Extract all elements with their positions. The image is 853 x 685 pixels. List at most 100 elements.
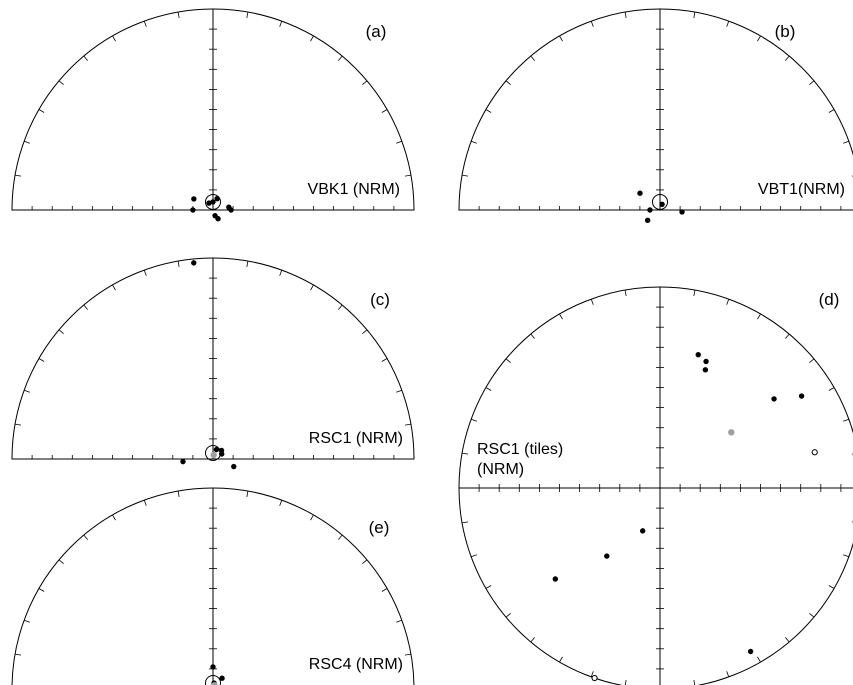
perimeter-tick	[461, 452, 469, 455]
perimeter-tick	[38, 588, 45, 592]
perimeter-tick	[310, 284, 314, 291]
data-point	[647, 207, 653, 213]
perimeter-tick	[396, 619, 403, 623]
perimeter-tick	[396, 140, 403, 144]
perimeter-tick	[23, 140, 30, 144]
perimeter-tick	[338, 55, 343, 61]
panel-d-label-line1: RSC1 (tiles)	[477, 441, 563, 458]
data-point	[702, 367, 709, 373]
net-frame	[11, 487, 415, 685]
panel-e-points	[205, 664, 225, 685]
data-point	[210, 664, 216, 670]
data-point	[190, 207, 196, 213]
perimeter-tick	[809, 358, 815, 363]
perimeter-tick	[404, 174, 412, 177]
panel-e-net-axes	[11, 487, 415, 685]
perimeter-tick	[14, 653, 22, 656]
confidence-circle	[652, 193, 668, 210]
perimeter-tick	[177, 490, 180, 498]
data-point	[703, 358, 709, 365]
perimeter-tick	[843, 140, 850, 144]
panel-b-letter: (b)	[775, 22, 796, 41]
perimeter-tick	[23, 619, 30, 623]
data-point	[231, 463, 237, 470]
perimeter-tick	[559, 656, 563, 663]
panel-a-points	[190, 193, 234, 266]
perimeter-tick	[83, 304, 88, 310]
perimeter-tick	[112, 35, 116, 42]
data-point	[219, 451, 225, 457]
perimeter-tick	[726, 671, 730, 678]
perimeter-tick	[470, 554, 477, 558]
data-point	[639, 528, 646, 534]
perimeter-tick	[809, 613, 815, 618]
perimeter-tick	[461, 521, 469, 524]
perimeter-tick	[177, 260, 180, 268]
perimeter-tick	[785, 333, 790, 339]
net-frame	[458, 286, 853, 685]
net-outline	[11, 257, 415, 460]
data-point	[695, 351, 701, 358]
perimeter-tick	[112, 284, 116, 291]
perimeter-tick	[23, 389, 30, 393]
data-point	[604, 553, 610, 559]
data-point	[191, 260, 197, 266]
perimeter-tick	[279, 20, 283, 27]
perimeter-tick	[485, 387, 492, 391]
perimeter-tick	[726, 298, 730, 305]
mean-direction	[211, 682, 218, 685]
perimeter-tick	[58, 80, 64, 85]
perimeter-tick	[693, 679, 696, 685]
perimeter-tick	[559, 35, 563, 42]
perimeter-tick	[485, 109, 492, 113]
data-point	[213, 446, 220, 453]
perimeter-tick	[310, 35, 314, 42]
data-point	[798, 393, 805, 399]
perimeter-tick	[785, 637, 790, 643]
panel-c-net-axes	[11, 257, 415, 460]
net-outline	[458, 286, 853, 685]
panel-c-points	[180, 444, 237, 470]
perimeter-tick	[112, 514, 116, 521]
perimeter-tick	[143, 499, 147, 506]
perimeter-tick	[381, 109, 388, 113]
perimeter-tick	[58, 329, 64, 334]
confidence-circle	[205, 193, 221, 210]
perimeter-tick	[396, 389, 403, 393]
data-point	[659, 201, 665, 208]
perimeter-tick	[461, 174, 469, 177]
perimeter-tick	[530, 55, 535, 61]
panel-c-letter: (c)	[370, 290, 390, 309]
perimeter-tick	[381, 358, 388, 362]
perimeter-tick	[177, 11, 180, 19]
perimeter-tick	[590, 20, 594, 27]
perimeter-tick	[757, 656, 761, 663]
data-point	[214, 195, 220, 202]
perimeter-tick	[726, 20, 730, 27]
perimeter-tick	[279, 499, 283, 506]
panel-c-stereonet: (c) RSC1 (NRM)	[11, 257, 415, 470]
net-frame	[11, 257, 415, 460]
perimeter-tick	[505, 358, 511, 363]
perimeter-tick	[58, 559, 64, 564]
data-point	[644, 217, 651, 224]
perimeter-tick	[693, 289, 696, 297]
perimeter-tick	[559, 313, 563, 320]
perimeter-tick	[143, 20, 147, 27]
data-point	[219, 675, 225, 681]
perimeter-tick	[38, 358, 45, 362]
data-point-open	[591, 674, 598, 682]
data-point	[228, 207, 234, 213]
net-outline	[458, 8, 853, 211]
panel-c-label: RSC1 (NRM)	[309, 430, 403, 447]
perimeter-tick	[785, 55, 790, 61]
perimeter-tick	[83, 534, 88, 540]
panel-e-stereonet: (e) RSC4 (NRM)	[11, 487, 415, 685]
perimeter-tick	[38, 109, 45, 113]
panel-d-letter: (d)	[819, 290, 840, 309]
panel-a-net-axes	[11, 8, 415, 211]
panel-b-net-axes	[458, 8, 853, 211]
data-point	[180, 458, 186, 465]
data-point-open	[811, 449, 818, 456]
